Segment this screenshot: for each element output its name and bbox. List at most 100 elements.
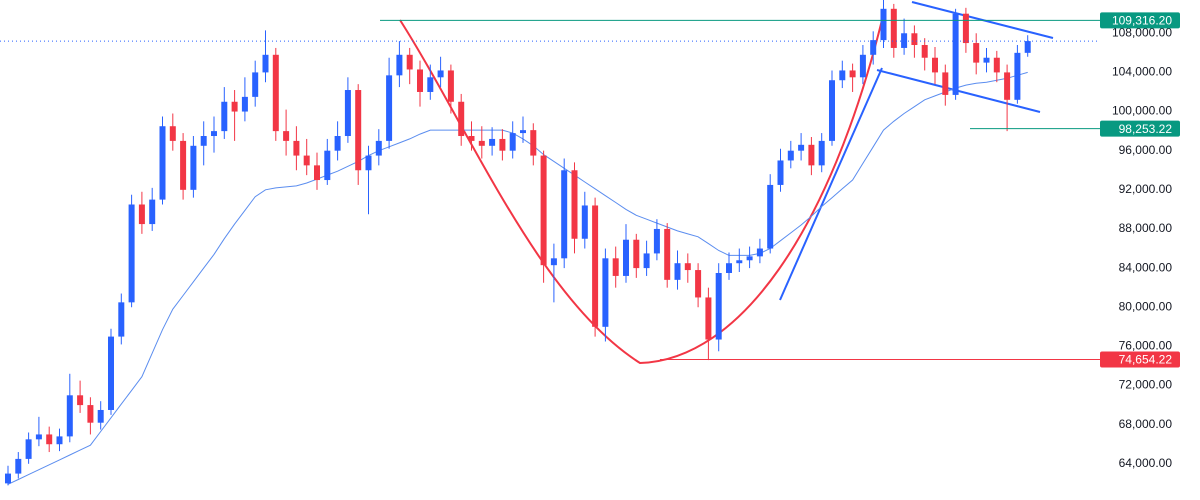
candle-body xyxy=(87,405,94,423)
candle-body xyxy=(550,258,557,266)
y-tick-label: 100,000.00 xyxy=(1112,104,1172,118)
candle-body xyxy=(252,72,259,97)
level-label: 74,654.22 xyxy=(1119,353,1173,367)
candle-body xyxy=(262,54,269,73)
candle-body xyxy=(334,136,341,151)
level-label: 98,253.22 xyxy=(1119,122,1173,136)
cup-curve xyxy=(399,19,883,365)
y-tick-label: 76,000.00 xyxy=(1119,339,1173,353)
candle-body xyxy=(684,263,691,271)
candle-body xyxy=(138,204,145,225)
candle-body xyxy=(118,302,125,337)
candle-body xyxy=(767,184,774,249)
candle-body xyxy=(108,336,114,410)
candle-body xyxy=(241,96,248,112)
candle-body xyxy=(530,130,537,156)
candle-body xyxy=(447,70,454,102)
candle-body xyxy=(468,136,475,141)
y-tick-label: 96,000.00 xyxy=(1119,143,1173,157)
candle-body xyxy=(386,75,393,141)
candle-body xyxy=(149,199,156,225)
candle-body xyxy=(705,297,712,340)
candle-body xyxy=(1024,41,1031,53)
candle-body xyxy=(880,8,887,41)
candle-body xyxy=(25,439,32,459)
candle-body xyxy=(1004,72,1011,100)
candle-body xyxy=(56,436,63,445)
candle-body xyxy=(520,130,526,134)
candle-body xyxy=(406,54,413,70)
candle-body xyxy=(540,155,547,266)
candle-body xyxy=(180,140,187,190)
level-label-box xyxy=(1100,351,1180,368)
candle-body xyxy=(324,150,331,181)
candle-body xyxy=(829,80,835,141)
y-tick-label: 104,000.00 xyxy=(1112,65,1172,79)
candle-body xyxy=(952,13,959,95)
y-tick-label: 92,000.00 xyxy=(1119,182,1173,196)
candle-body xyxy=(77,395,84,406)
candle-body xyxy=(231,101,238,112)
candle-body xyxy=(808,144,815,166)
candle-body xyxy=(66,395,73,437)
candle-body xyxy=(921,45,928,58)
candle-body xyxy=(1014,52,1021,100)
candle-body xyxy=(314,165,320,181)
candle-body xyxy=(35,434,42,440)
candle-body xyxy=(602,258,609,327)
candle-body xyxy=(695,270,702,298)
candle-body xyxy=(375,140,382,156)
candle-body xyxy=(756,248,763,257)
candle-body xyxy=(633,239,640,269)
candle-body xyxy=(499,138,506,151)
level-label: 109,316.20 xyxy=(1112,14,1172,28)
candle-body xyxy=(427,77,434,92)
candle-body xyxy=(489,138,496,146)
candle-body xyxy=(746,256,753,261)
candle-body xyxy=(932,57,938,73)
candle-body xyxy=(870,40,877,55)
candle-body xyxy=(911,33,918,46)
candle-body xyxy=(303,155,310,166)
candle-body xyxy=(509,133,516,151)
candle-body xyxy=(211,131,217,137)
candle-body xyxy=(571,170,578,239)
candle-body xyxy=(962,13,969,44)
candle-body xyxy=(97,409,104,423)
candle-body xyxy=(5,473,11,484)
candle-body xyxy=(890,8,897,48)
level-label-box xyxy=(1100,12,1180,29)
candle-body xyxy=(664,228,671,280)
candle-body xyxy=(942,72,949,95)
candle-body xyxy=(581,205,588,239)
candle-body xyxy=(643,253,650,269)
candle-body xyxy=(396,54,403,76)
candle-body xyxy=(221,101,228,132)
candle-body xyxy=(272,54,279,132)
candle-body xyxy=(859,54,866,78)
candle-body xyxy=(715,272,722,340)
candle-body xyxy=(736,260,743,264)
y-tick-label: 72,000.00 xyxy=(1119,378,1173,392)
candle-body xyxy=(839,70,846,81)
y-tick-label: 80,000.00 xyxy=(1119,299,1173,313)
candle-body xyxy=(777,160,784,185)
candle-body xyxy=(849,70,856,78)
candle-body xyxy=(592,205,599,327)
candle-body xyxy=(365,155,372,171)
candle-body xyxy=(478,140,485,146)
candle-body xyxy=(612,258,619,276)
candle-body xyxy=(674,263,681,280)
candle-body xyxy=(283,131,290,141)
candle-body xyxy=(458,101,465,137)
level-label-box xyxy=(1100,120,1180,137)
candle-body xyxy=(128,204,135,303)
candle-body xyxy=(561,170,568,259)
y-tick-label: 64,000.00 xyxy=(1119,456,1173,470)
y-tick-label: 84,000.00 xyxy=(1119,260,1173,274)
candle-body xyxy=(726,263,732,273)
candle-body xyxy=(200,136,207,146)
y-tick-label: 108,000.00 xyxy=(1112,25,1172,39)
candle-body xyxy=(623,239,629,276)
